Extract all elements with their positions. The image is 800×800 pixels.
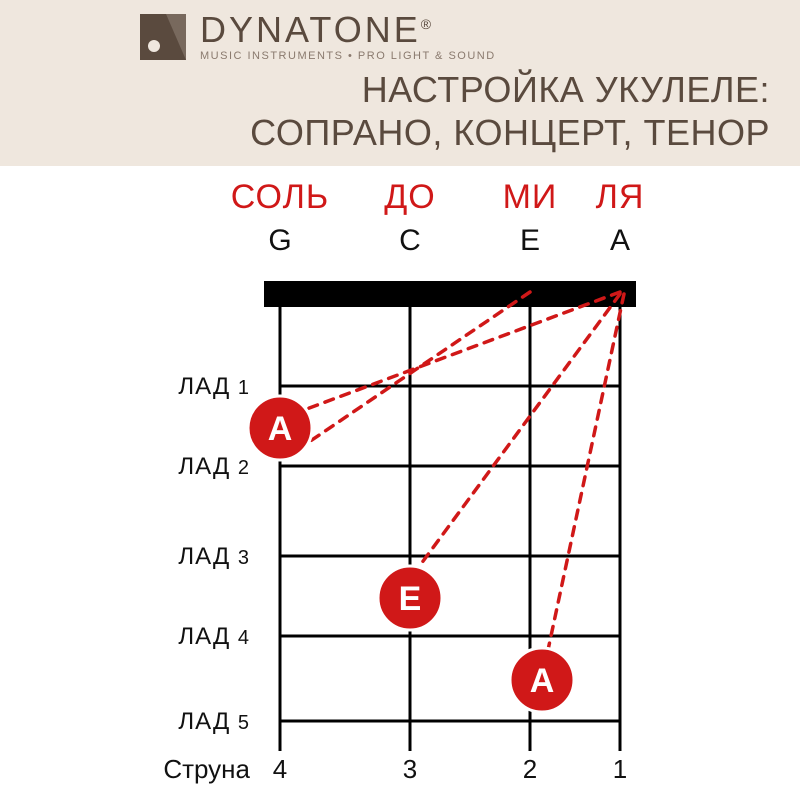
note-ru: ДО <box>384 178 435 216</box>
brand-row: DYNATONE® MUSIC INSTRUMENTS • PRO LIGHT … <box>140 12 780 62</box>
fret-label: ЛАД 3 <box>178 543 250 570</box>
fret-label: ЛАД 4 <box>178 623 250 650</box>
title-line-1: НАСТРОЙКА УКУЛЕЛЕ: <box>20 68 770 111</box>
page-title: НАСТРОЙКА УКУЛЕЛЕ: СОПРАНО, КОНЦЕРТ, ТЕН… <box>20 68 780 154</box>
ukulele-diagram: СОЛЬ ДО МИ ЛЯ G C E A ЛАД 1 ЛАД 2 ЛАД 3 ЛАД 4 ЛАД 5 A… <box>0 166 800 800</box>
string-row-label: Струна <box>163 754 250 784</box>
diagram-stage: СОЛЬ ДО МИ ЛЯ G C E A ЛАД 1 ЛАД 2 ЛАД 3 ЛАД 4 ЛАД 5 A… <box>0 166 800 800</box>
brand-name-text: DYNATONE <box>200 9 421 50</box>
note-en: A <box>610 224 630 257</box>
fret-dot-label: A <box>268 410 293 448</box>
string-number: 4 <box>273 754 287 784</box>
fret-label: ЛАД 1 <box>178 373 250 400</box>
note-ru: ЛЯ <box>596 178 645 216</box>
fret-dot-label: E <box>399 580 422 618</box>
fret-label: ЛАД 2 <box>178 453 250 480</box>
brand-reg: ® <box>421 16 434 32</box>
note-en: G <box>268 224 291 257</box>
header: DYNATONE® MUSIC INSTRUMENTS • PRO LIGHT … <box>0 0 800 166</box>
brand-name: DYNATONE® <box>200 12 496 48</box>
string-number: 2 <box>523 754 537 784</box>
note-en: C <box>399 224 421 257</box>
note-en: E <box>520 224 540 257</box>
tuning-guide-line <box>548 294 624 650</box>
note-ru: СОЛЬ <box>231 178 330 216</box>
brand-logo-icon <box>140 14 186 60</box>
string-number: 1 <box>613 754 627 784</box>
tuning-guide-line <box>418 294 620 568</box>
nut <box>264 281 636 307</box>
note-ru: МИ <box>503 178 558 216</box>
string-number: 3 <box>403 754 417 784</box>
tuning-guide-line <box>304 292 620 410</box>
title-line-2: СОПРАНО, КОНЦЕРТ, ТЕНОР <box>20 111 770 154</box>
fret-dot-label: A <box>530 662 555 700</box>
fret-label: ЛАД 5 <box>178 708 250 735</box>
tuning-guide-line <box>306 292 530 444</box>
brand-text: DYNATONE® MUSIC INSTRUMENTS • PRO LIGHT … <box>200 12 496 62</box>
brand-tagline: MUSIC INSTRUMENTS • PRO LIGHT & SOUND <box>200 50 496 62</box>
